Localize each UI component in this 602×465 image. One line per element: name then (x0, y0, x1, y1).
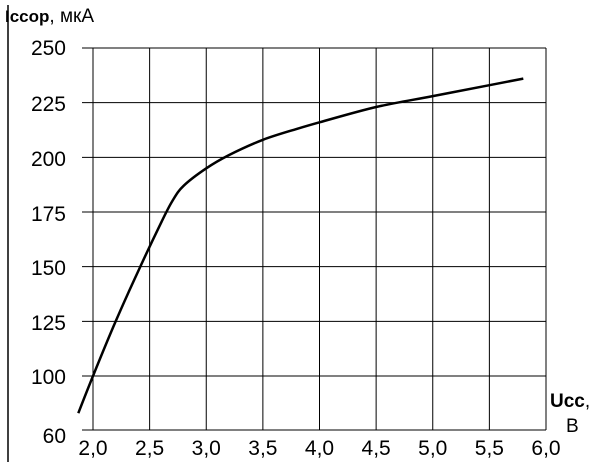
y-tick-label: 200 (31, 148, 66, 171)
tick-labels: 2,0 2,5 3,0 3,5 4,0 4,5 5,0 5,5 6,0 250 225 200 175 1… (31, 37, 561, 460)
x-tick-label: 5,5 (475, 437, 504, 460)
y-axis-title: Iccор, мкА (5, 6, 94, 27)
y-tick-label: 100 (31, 366, 66, 389)
y-tick-label: 250 (31, 37, 66, 60)
y-tick-label: 175 (31, 203, 66, 226)
x-tick-label: 2,5 (135, 437, 164, 460)
y-tick-label: 225 (31, 93, 66, 116)
y-tick-label: 60 (43, 425, 66, 448)
series-line (77, 77, 524, 414)
x-axis-unit: В (566, 416, 579, 437)
x-tick-label: 4,5 (362, 437, 391, 460)
x-tick-label: 2,0 (78, 437, 107, 460)
x-tick-label: 3,0 (192, 437, 221, 460)
x-axis-title: Ucc, (550, 391, 590, 412)
series-layer (77, 77, 524, 414)
grid (7, 5, 547, 462)
x-tick-label: 6,0 (531, 437, 560, 460)
x-tick-label: 3,5 (248, 437, 277, 460)
y-tick-label: 150 (31, 257, 66, 280)
x-tick-label: 4,0 (305, 437, 334, 460)
x-tick-label: 5,0 (418, 437, 447, 460)
y-tick-label: 125 (31, 312, 66, 335)
